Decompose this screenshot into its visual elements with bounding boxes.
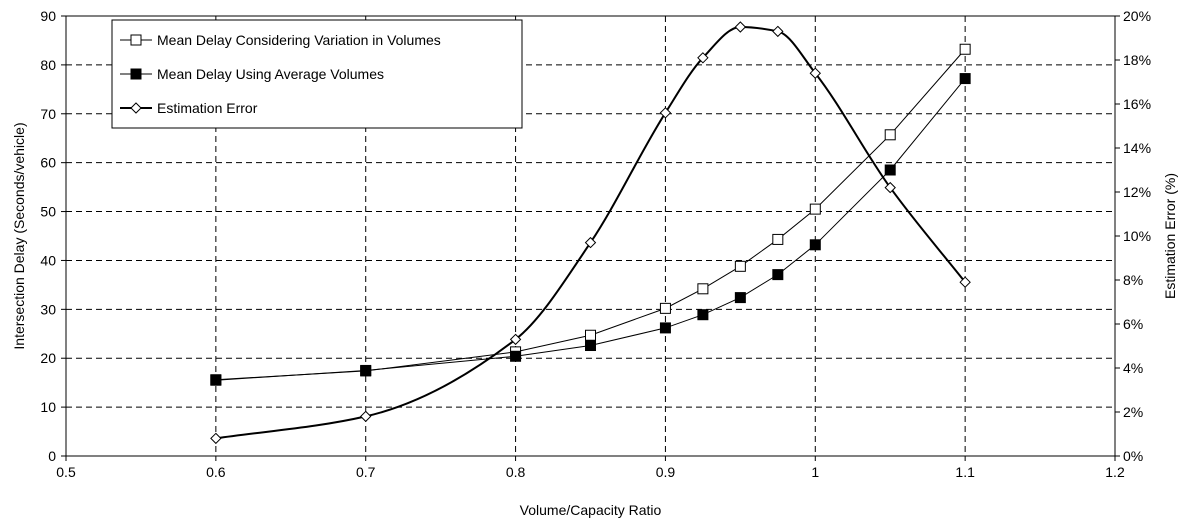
x-tick-label: 0.7 xyxy=(356,464,376,480)
data-point xyxy=(697,283,709,295)
series-3 xyxy=(210,21,971,445)
data-point xyxy=(809,239,821,251)
data-point xyxy=(734,292,746,304)
data-point xyxy=(585,340,596,352)
data-point xyxy=(884,129,896,141)
y-tick-label: 30 xyxy=(40,301,56,317)
y-tick-label: 60 xyxy=(40,155,56,171)
data-point xyxy=(809,67,821,79)
x-tick-labels: 0.5 0.6 0.7 0.8 0.9 1 1.1 1.2 xyxy=(56,464,1125,480)
legend-item: Mean Delay Using Average Volumes xyxy=(120,66,384,82)
data-point xyxy=(584,236,597,249)
series-line xyxy=(215,25,966,440)
data-point xyxy=(959,43,971,55)
legend-marker xyxy=(130,68,142,80)
data-point xyxy=(884,181,896,194)
x-tick-label: 1.1 xyxy=(955,464,975,480)
x-tick-label: 0.5 xyxy=(56,464,76,480)
y2-tick-label: 6% xyxy=(1123,316,1143,332)
data-point xyxy=(360,364,372,376)
legend-label: Mean Delay Considering Variation in Volu… xyxy=(157,32,441,48)
legend-marker xyxy=(130,102,142,114)
y-tick-label: 40 xyxy=(40,252,56,268)
legend-item: Mean Delay Considering Variation in Volu… xyxy=(120,32,441,48)
data-point xyxy=(659,107,672,119)
data-point xyxy=(210,432,222,445)
y-tick-label: 0 xyxy=(48,448,56,464)
x-axis-title: Volume/Capacity Ratio xyxy=(520,502,662,518)
y2-tick-label: 18% xyxy=(1123,52,1151,68)
data-point xyxy=(510,350,522,362)
x-tick-label: 0.8 xyxy=(506,464,526,480)
x-tick-label: 1 xyxy=(811,464,819,480)
y-axis-title: Intersection Delay (Seconds/vehicle) xyxy=(11,122,27,349)
y2-tick-label: 12% xyxy=(1123,184,1151,200)
data-point xyxy=(210,374,222,386)
data-point xyxy=(509,333,522,346)
legend-item: Estimation Error xyxy=(120,100,258,116)
data-point xyxy=(585,329,596,341)
data-point xyxy=(734,21,747,33)
legend-marker xyxy=(130,34,142,46)
legend-box xyxy=(111,19,523,129)
series xyxy=(210,21,971,445)
tick-marks xyxy=(61,15,1120,461)
legend: Mean Delay Considering Variation in Volu… xyxy=(111,19,523,129)
x-tick-label: 1.2 xyxy=(1105,464,1125,480)
data-point xyxy=(809,203,821,215)
legend-label: Estimation Error xyxy=(157,100,258,116)
data-point xyxy=(659,302,671,314)
data-point xyxy=(772,25,784,38)
y-tick-label: 80 xyxy=(40,57,56,73)
series-2 xyxy=(210,73,971,386)
data-point xyxy=(697,309,709,321)
data-point xyxy=(697,52,709,64)
x-tick-label: 0.9 xyxy=(656,464,676,480)
data-point xyxy=(659,322,671,334)
y2-tick-label: 14% xyxy=(1123,140,1151,156)
y-tick-labels: 0 10 20 30 40 50 60 70 80 90 xyxy=(40,8,56,464)
data-point xyxy=(360,410,372,423)
data-point xyxy=(772,233,784,245)
y-tick-label: 70 xyxy=(40,106,56,122)
y2-tick-label: 20% xyxy=(1123,8,1151,24)
y2-tick-label: 16% xyxy=(1123,96,1151,112)
data-point xyxy=(959,73,971,85)
y2-axis-title: Estimation Error (%) xyxy=(1162,173,1178,299)
y-tick-label: 90 xyxy=(40,8,56,24)
data-point xyxy=(772,269,784,281)
y-tick-label: 10 xyxy=(40,399,56,415)
legend-label: Mean Delay Using Average Volumes xyxy=(157,66,384,82)
data-point xyxy=(734,260,746,272)
y2-tick-label: 8% xyxy=(1123,272,1143,288)
x-tick-label: 0.6 xyxy=(206,464,226,480)
y-tick-label: 20 xyxy=(40,350,56,366)
y2-tick-label: 0% xyxy=(1123,448,1143,464)
y-tick-label: 50 xyxy=(40,204,56,220)
y2-tick-label: 10% xyxy=(1123,228,1151,244)
y2-tick-label: 2% xyxy=(1123,404,1143,420)
data-point xyxy=(959,276,971,288)
data-point xyxy=(884,164,896,176)
y2-tick-labels: 0% 2% 4% 6% 8% 10% 12% 14% 16% 18% 20% xyxy=(1123,8,1151,464)
y2-tick-label: 4% xyxy=(1123,360,1143,376)
